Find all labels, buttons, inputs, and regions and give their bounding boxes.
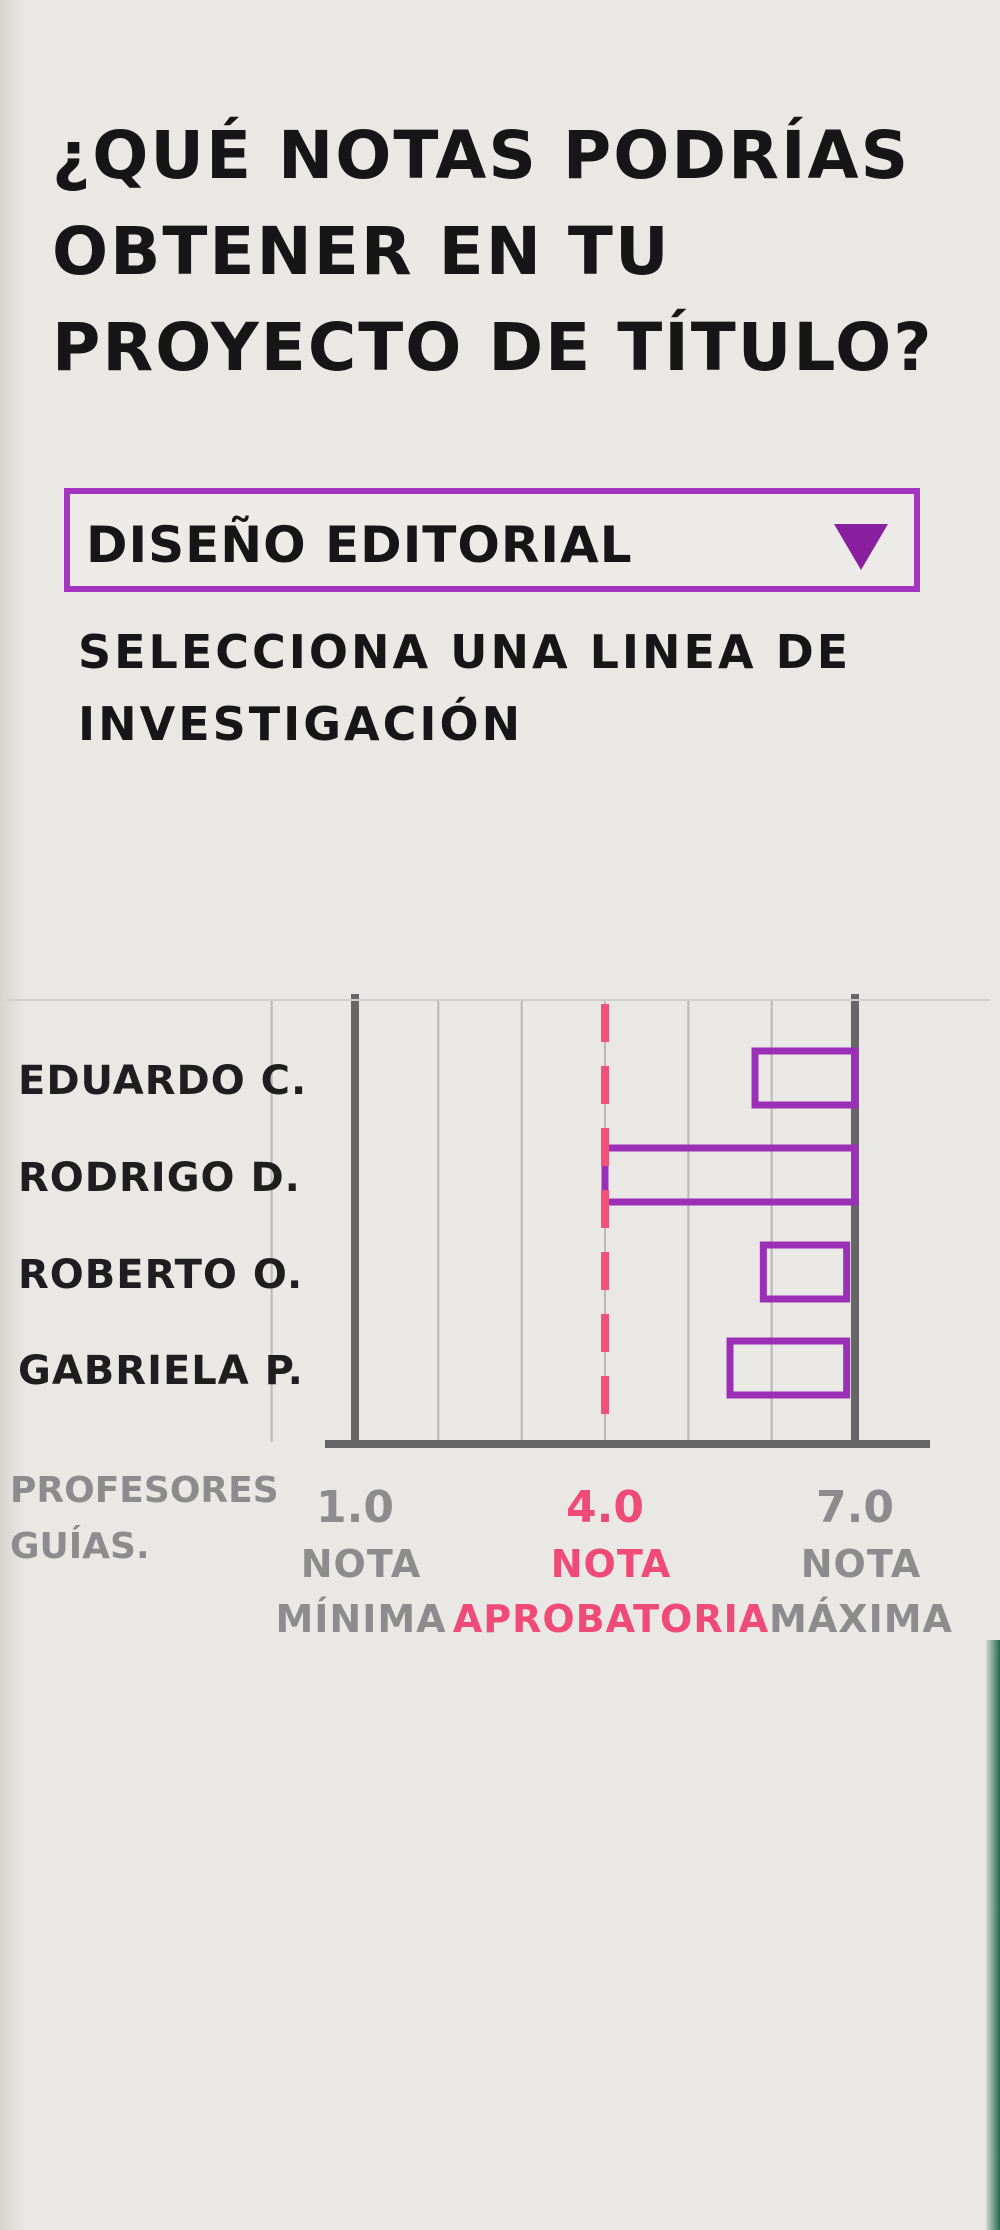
grades-chart: EDUARDO C. RODRIGO D. ROBERTO O. GABRIELA P… xyxy=(5,994,990,1641)
page-right-edge xyxy=(986,1640,1000,2230)
y-axis-label-line: PROFESORES xyxy=(10,1470,279,1511)
bar xyxy=(759,1241,851,1303)
dropdown-helper-text: SELECCIONA UNA LINEA DE INVESTIGACIÓN xyxy=(78,625,852,751)
bar xyxy=(726,1337,851,1399)
tick-caption-label: NOTA xyxy=(551,1542,672,1586)
bar xyxy=(751,1047,859,1109)
tick-value-label: 4.0 xyxy=(566,1482,644,1533)
tick-caption-label: NOTA xyxy=(301,1542,422,1586)
y-axis-label: PROFESORES GUÍAS. xyxy=(10,1470,279,1567)
category-label: RODRIGO D. xyxy=(18,1155,301,1201)
tick-caption-label: MÁXIMA xyxy=(769,1597,953,1641)
tick-caption-label: APROBATORIA xyxy=(453,1597,769,1641)
y-axis-label-line: GUÍAS. xyxy=(10,1525,150,1567)
category-labels: EDUARDO C. RODRIGO D. ROBERTO O. GABRIELA P… xyxy=(18,1058,307,1394)
tick-caption-label: MÍNIMA xyxy=(275,1597,446,1641)
category-label: ROBERTO O. xyxy=(18,1252,303,1298)
triangle-down-icon[interactable] xyxy=(834,524,888,570)
tick-labels: 1.0 NOTA MÍNIMA 4.0 NOTA APROBATORIA 7.0 NOTA MÁ… xyxy=(275,1482,953,1641)
question-title: ¿Qué notas podrías obtener en tu proyect… xyxy=(52,117,934,386)
page-left-edge xyxy=(0,0,26,2230)
dropdown-selected-value: DISEÑO EDITORIAL xyxy=(86,516,633,574)
research-line-dropdown[interactable]: DISEÑO EDITORIAL xyxy=(64,488,920,592)
category-label: GABRIELA P. xyxy=(18,1348,304,1394)
tick-value-label: 1.0 xyxy=(316,1482,394,1533)
tick-value-label: 7.0 xyxy=(816,1482,894,1533)
bars xyxy=(601,1047,859,1399)
tick-caption-label: NOTA xyxy=(801,1542,922,1586)
category-label: EDUARDO C. xyxy=(18,1058,307,1104)
bar xyxy=(601,1144,859,1206)
